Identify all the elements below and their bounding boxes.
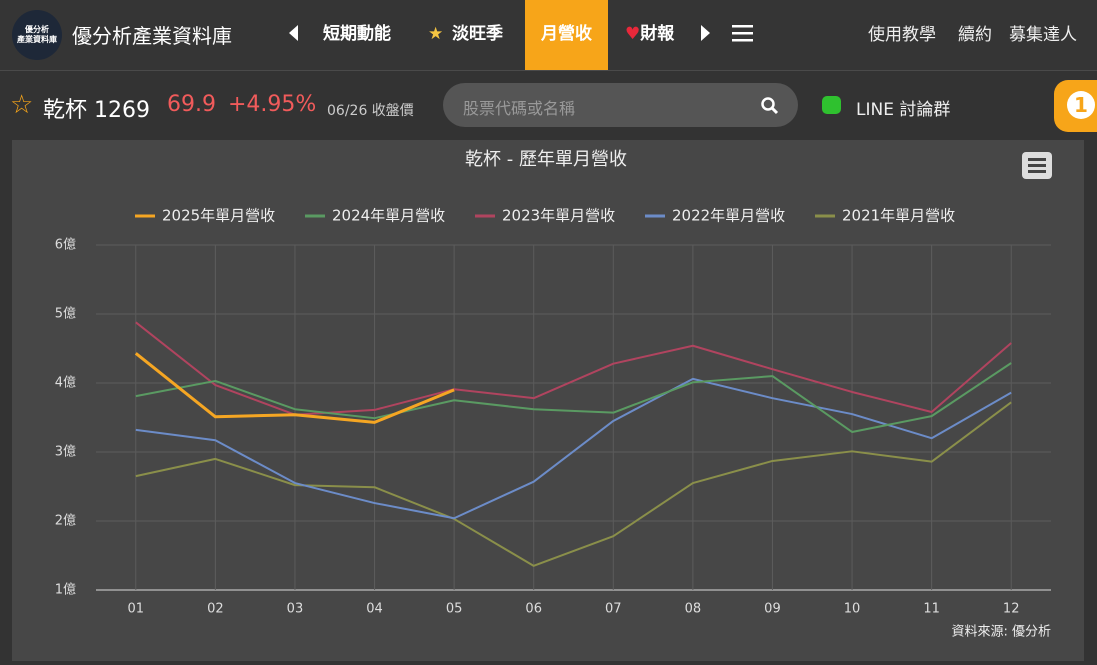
nav-link[interactable]: 募集達人 [1009, 25, 1077, 45]
x-tick-label: 12 [1003, 602, 1020, 617]
line-group-link[interactable]: LINE 討論群 [856, 100, 951, 120]
x-tick-label: 08 [685, 602, 702, 617]
series-line [135, 401, 1012, 567]
prev-arrow[interactable] [289, 25, 298, 41]
source-note: 資料來源: 優分析 [951, 625, 1051, 640]
x-tick-label: 04 [366, 602, 383, 617]
x-tick-label: 02 [207, 602, 224, 617]
badge-count: 1 [1067, 91, 1095, 119]
y-tick-label: 4億 [55, 375, 76, 391]
top-nav: 優分析 產業資料庫 優分析產業資料庫 短期動能 ★ 淡旺季 月營收 ♥財報 使用教… [0, 0, 1097, 71]
next-arrow[interactable] [701, 25, 710, 41]
legend-label: 2022年單月營收 [672, 207, 785, 225]
tab-label: 淡旺季 [452, 24, 503, 44]
tab[interactable]: ★ 淡旺季 [428, 0, 503, 70]
series-line [135, 377, 1012, 520]
favorite-star[interactable]: ☆ [10, 90, 34, 120]
chart: 乾杯 - 歷年單月營收 1億 2億 3億 4億 5億 6億 01 02 03 04 05 06 07 08… [55, 149, 1052, 640]
legend-label: 2021年單月營收 [842, 207, 955, 225]
chart-menu[interactable] [1022, 152, 1052, 179]
series-line [135, 362, 1012, 433]
series-line [135, 321, 1012, 416]
logo[interactable]: 優分析 產業資料庫 [12, 10, 62, 60]
heart-icon: ♥ [625, 24, 641, 44]
stock-change: +4.95% [228, 92, 317, 117]
legend-label: 2023年單月營收 [502, 207, 615, 225]
series-line [134, 352, 455, 424]
search-icon[interactable] [761, 97, 779, 115]
y-tick-label: 6億 [55, 237, 76, 253]
x-tick-label: 03 [287, 602, 304, 617]
menu-icon[interactable] [732, 23, 754, 43]
chart-title: 乾杯 - 歷年單月營收 [465, 149, 627, 170]
legend-label: 2024年單月營收 [332, 207, 445, 225]
nav-link[interactable]: 續約 [958, 25, 992, 45]
chart-panel: 乾杯 - 歷年單月營收 1億 2億 3億 4億 5億 6億 01 02 03 04 05 06 07 08… [12, 140, 1084, 661]
x-tick-label: 05 [446, 602, 463, 617]
legend-label: 2025年單月營收 [162, 207, 275, 225]
tab[interactable]: ♥財報 [625, 0, 687, 70]
y-tick-label: 1億 [55, 582, 76, 598]
tab[interactable]: 短期動能 [323, 24, 391, 44]
search-placeholder: 股票代碼或名稱 [463, 99, 576, 118]
line-icon [822, 96, 841, 114]
y-tick-label: 2億 [55, 513, 76, 529]
x-tick-label: 06 [525, 602, 542, 617]
stock-name: 乾杯 1269 [43, 98, 150, 123]
price-date: 06/26 收盤價 [327, 103, 414, 119]
search-box[interactable]: 股票代碼或名稱 [443, 83, 798, 127]
x-tick-label: 01 [128, 602, 145, 617]
y-tick-label: 3億 [55, 444, 76, 460]
tab-label: 財報 [640, 24, 675, 44]
y-tick-label: 5億 [55, 306, 76, 322]
brand[interactable]: 優分析產業資料庫 [72, 24, 232, 48]
notification-badge[interactable]: 1 [1054, 80, 1097, 132]
x-tick-label: 07 [605, 602, 622, 617]
tab-active[interactable]: 月營收 [525, 0, 608, 70]
x-tick-label: 11 [923, 602, 940, 617]
star-icon: ★ [428, 24, 444, 44]
nav-link[interactable]: 使用教學 [868, 25, 936, 45]
x-tick-label: 09 [764, 602, 781, 617]
stock-price: 69.9 [167, 92, 216, 117]
x-tick-label: 10 [844, 602, 861, 617]
